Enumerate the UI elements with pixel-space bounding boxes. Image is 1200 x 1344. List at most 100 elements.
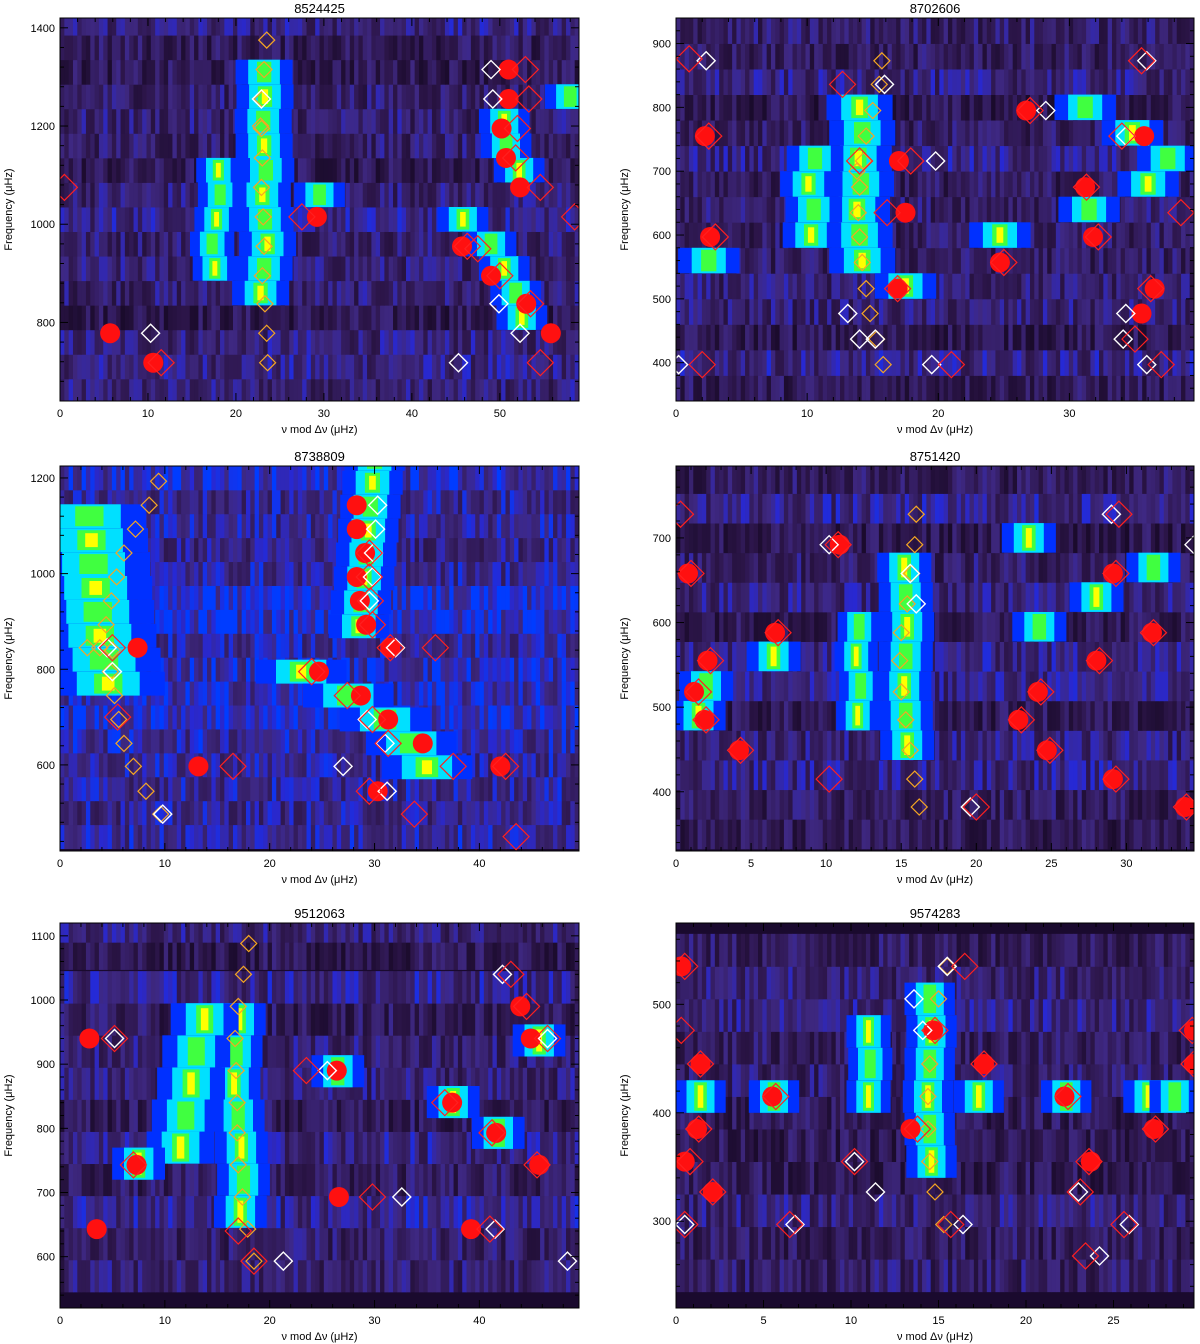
power-cell [306,280,312,306]
power-cell [129,157,134,183]
power-cell [94,59,100,85]
power-cell [202,133,208,159]
power-cell [362,256,368,282]
power-cell [133,354,139,380]
power-cell [1068,145,1074,172]
power-cell [181,776,186,802]
power-cell [574,800,579,826]
power-cell [406,231,411,257]
power-cell [466,280,472,306]
power-cell [548,108,554,134]
power-cell [844,273,850,300]
power-cell [1055,18,1061,44]
dot-marker [700,226,721,247]
ridge-peak [519,310,525,325]
power-cell [514,705,519,730]
power-cell [336,84,342,110]
power-cell [930,196,936,223]
ridge-peak [807,227,815,243]
power-cell [418,256,424,282]
power-cell [557,824,563,850]
power-cell [1029,145,1035,172]
power-cell [917,247,923,274]
power-cell [237,705,243,730]
x-tick-label: 20 [932,408,944,420]
power-cell [1060,222,1065,249]
power-cell [302,824,307,850]
power-cell [94,378,100,401]
power-cell [688,94,694,121]
power-cell [574,157,579,183]
power-cell [943,298,949,325]
power-cell [159,35,165,61]
power-cell [332,18,338,36]
power-cell [103,305,108,331]
power-cell [319,280,325,306]
power-cell [535,256,541,282]
power-cell [362,280,368,306]
power-cell [501,729,506,754]
power-cell [527,800,532,826]
power-cell [1163,375,1169,401]
power-cell [479,705,485,730]
power-cell [207,280,212,306]
power-cell [891,375,897,401]
power-cell [1099,43,1104,70]
power-cell [401,256,407,282]
power-cell [358,157,364,183]
diamond-marker-red [503,114,532,143]
power-cell [332,280,338,306]
power-cell [831,18,837,44]
power-cell [926,18,932,44]
power-cell [60,776,65,802]
power-cell [302,108,307,134]
power-cell [727,222,733,249]
power-cell [345,133,351,159]
power-cell [995,43,1001,70]
power-cell [150,207,156,232]
power-cell [401,800,407,826]
power-cell [475,108,480,134]
power-cell [922,43,927,70]
power-cell [1133,222,1139,249]
power-cell [1168,375,1173,401]
power-cell [297,800,303,826]
power-cell [228,729,234,754]
power-cell [176,256,182,282]
power-cell [865,349,871,376]
dot-marker [498,59,519,80]
power-cell [1142,43,1147,70]
power-cell [444,705,450,730]
power-cell [328,305,333,331]
power-cell [444,329,450,355]
power-cell [211,305,217,331]
power-cell [284,752,290,778]
power-cell [753,69,759,95]
power-cell [72,824,78,850]
power-cell [241,354,247,380]
power-cell [129,182,134,208]
power-cell [85,84,91,110]
diamond-marker-red [694,122,723,150]
power-cell [965,145,970,172]
power-cell [111,133,117,159]
power-cell [1129,247,1134,274]
power-cell [865,298,871,325]
power-cell [960,375,966,401]
power-cell [475,84,480,110]
power-cell [1116,247,1122,274]
power-cell [913,43,919,70]
power-cell [514,207,519,232]
power-cell [965,120,970,147]
power-cell [822,273,828,300]
power-cell [406,84,411,110]
power-cell [956,247,962,274]
power-cell [168,182,173,208]
power-cell [1034,18,1039,44]
power-cell [991,69,996,95]
power-cell [501,35,506,61]
power-cell [142,305,147,331]
power-cell [220,681,225,706]
power-cell [111,182,117,208]
power-cell [878,324,884,351]
